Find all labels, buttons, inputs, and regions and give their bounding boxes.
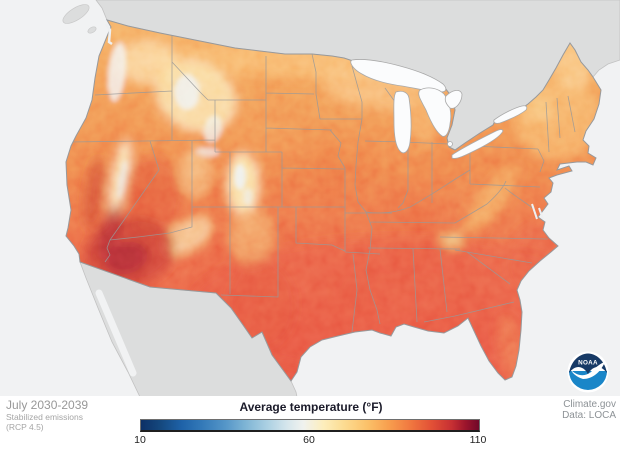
colorbar-title: Average temperature (°F) (239, 400, 383, 414)
noaa-logo-graphic: NOAA (567, 351, 609, 393)
noaa-gull-icon (571, 362, 605, 379)
gulf-of-california (95, 289, 137, 377)
noaa-logo: NOAA (566, 350, 610, 394)
vancouver-island (62, 4, 90, 24)
credits-block: Climate.gov Data: LOCA (562, 399, 616, 421)
lake-st-clair (447, 141, 453, 147)
great-lakes (350, 59, 528, 159)
credit-site: Climate.gov (563, 399, 616, 410)
credit-data-source: Data: LOCA (562, 409, 616, 421)
caption-block: July 2030-2039 Stabilized emissions (RCP… (6, 398, 88, 432)
caption-scenario-detail: (RCP 4.5) (6, 422, 44, 432)
state-borders (69, 30, 576, 333)
noaa-wings (569, 353, 607, 375)
colorbar-tick-mid: 60 (303, 434, 315, 446)
legend-footer: July 2030-2039 Stabilized emissions (RCP… (0, 396, 620, 450)
lake-michigan (393, 90, 412, 154)
us-temperature-map (0, 0, 620, 398)
caption-period: July 2030-2039 (6, 398, 89, 412)
noaa-logo-text: NOAA (578, 360, 598, 367)
temperature-colorbar (140, 419, 480, 432)
georgian-bay (444, 90, 463, 109)
map-area (0, 0, 620, 398)
colorbar-tick-min: 10 (134, 434, 146, 446)
caption-scenario: Stabilized emissions (6, 412, 84, 422)
lake-huron (418, 87, 452, 137)
colorbar-tick-max: 110 (469, 434, 487, 446)
coastal-inlets (104, 23, 544, 220)
lake-erie (451, 129, 504, 159)
lake-ontario (493, 105, 528, 124)
us-outline (65, 19, 602, 382)
